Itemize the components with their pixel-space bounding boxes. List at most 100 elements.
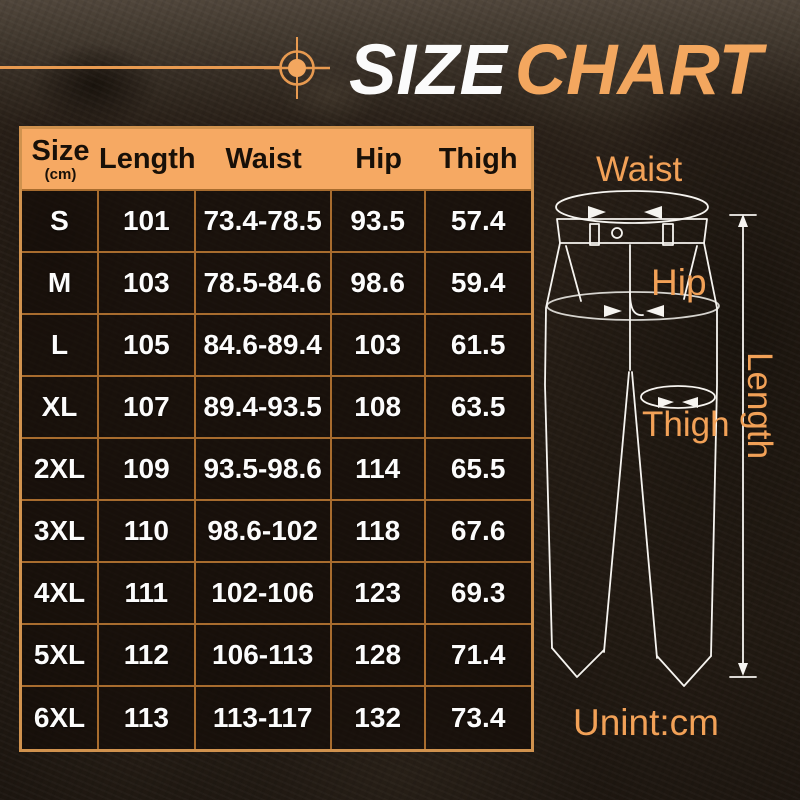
- waist-label: Waist: [596, 150, 683, 189]
- hip-arrow-left: [646, 305, 664, 317]
- measure-cell: 89.4-93.5: [195, 377, 332, 439]
- table-row: 6XL 113 113-117 132 73.4: [22, 687, 531, 749]
- measure-cell: 109: [99, 439, 196, 501]
- column-header-label: Length: [99, 142, 196, 175]
- measure-cell: 114: [331, 439, 426, 501]
- pocket-left: [565, 245, 582, 302]
- measure-cell: 101: [99, 191, 196, 253]
- table-row: L 105 84.6-89.4 103 61.5: [22, 315, 531, 377]
- size-cell: 3XL: [22, 501, 99, 563]
- measure-cell: 132: [331, 687, 426, 749]
- thigh-label: Thigh: [642, 405, 730, 444]
- size-unit-note: (cm): [44, 165, 77, 183]
- measure-cell: 112: [99, 625, 196, 687]
- crosshair-icon: [264, 37, 330, 99]
- table-row: 3XL 110 98.6-102 118 67.6: [22, 501, 531, 563]
- measure-cell: 93.5: [331, 191, 426, 253]
- size-cell: L: [22, 315, 99, 377]
- column-header-label: Thigh: [438, 142, 518, 175]
- hem-right: [656, 655, 712, 687]
- accent-line: [0, 66, 282, 69]
- size-cell: 2XL: [22, 439, 99, 501]
- unit-note: Unint:cm: [573, 702, 719, 743]
- fly-stitch: [629, 291, 644, 316]
- belt-loop-left: [589, 223, 600, 246]
- measure-cell: 128: [331, 625, 426, 687]
- measure-cell: 107: [99, 377, 196, 439]
- page-title: SIZE CHART: [349, 35, 762, 106]
- table-header-row: Size (cm) Length Waist Hip Thigh: [22, 129, 531, 191]
- inseam-right: [631, 371, 658, 659]
- table-row: 5XL 112 106-113 128 71.4: [22, 625, 531, 687]
- measure-cell: 69.3: [425, 563, 531, 625]
- length-arrow-up: [738, 214, 748, 227]
- table-row: XL 107 89.4-93.5 108 63.5: [22, 377, 531, 439]
- thigh-arrow-right: [658, 397, 674, 408]
- size-cell: M: [22, 253, 99, 315]
- measure-cell: 98.6-102: [195, 501, 332, 563]
- size-cell: XL: [22, 377, 99, 439]
- waist-ellipse: [555, 190, 709, 224]
- measure-cell: 110: [99, 501, 196, 563]
- measure-cell: 113-117: [195, 687, 332, 749]
- measure-cell: 98.6: [331, 253, 426, 315]
- length-label: Length: [740, 352, 779, 460]
- table-row: 2XL 109 93.5-98.6 114 65.5: [22, 439, 531, 501]
- column-header-label: Waist: [225, 142, 302, 175]
- measure-cell: 71.4: [425, 625, 531, 687]
- thigh-arrow-left: [682, 397, 698, 408]
- pocket-right: [683, 245, 698, 300]
- hem-left: [551, 647, 605, 678]
- thigh-ellipse: [640, 385, 716, 409]
- measure-cell: 78.5-84.6: [195, 253, 332, 315]
- page-title-chart: CHART: [514, 31, 762, 110]
- measure-cell: 63.5: [425, 377, 531, 439]
- waist-arrow-left: [644, 206, 662, 219]
- measure-cell: 105: [99, 315, 196, 377]
- measure-cell: 59.4: [425, 253, 531, 315]
- measure-cell: 73.4: [425, 687, 531, 749]
- measure-cell: 111: [99, 563, 196, 625]
- hip-label: Hip: [651, 262, 707, 303]
- waist-arrow-right: [588, 206, 606, 219]
- measure-cell: 65.5: [425, 439, 531, 501]
- outseam-left: [544, 242, 561, 649]
- inseam-left: [603, 371, 630, 653]
- button: [611, 227, 623, 239]
- measure-cell: 113: [99, 687, 196, 749]
- measure-cell: 118: [331, 501, 426, 563]
- column-header-thigh: Thigh: [425, 129, 531, 191]
- size-cell: 5XL: [22, 625, 99, 687]
- column-header-hip: Hip: [331, 129, 426, 191]
- pants-diagram: [544, 190, 757, 687]
- measure-cell: 108: [331, 377, 426, 439]
- table-row: 4XL 111 102-106 123 69.3: [22, 563, 531, 625]
- size-table: Size (cm) Length Waist Hip Thigh S 101 73.4-78.…: [19, 126, 534, 752]
- table-row: M 103 78.5-84.6 98.6 59.4: [22, 253, 531, 315]
- size-cell: 4XL: [22, 563, 99, 625]
- hip-ellipse: [546, 291, 720, 321]
- measure-cell: 103: [331, 315, 426, 377]
- column-header-size: Size (cm): [22, 129, 99, 191]
- page-title-size: SIZE: [349, 31, 507, 110]
- measure-cell: 57.4: [425, 191, 531, 253]
- length-arrow-down: [738, 663, 748, 676]
- measure-cell: 103: [99, 253, 196, 315]
- measure-cell: 61.5: [425, 315, 531, 377]
- measure-cell: 93.5-98.6: [195, 439, 332, 501]
- column-header-label: Hip: [355, 142, 403, 175]
- table-row: S 101 73.4-78.5 93.5 57.4: [22, 191, 531, 253]
- size-cell: S: [22, 191, 99, 253]
- column-header-label: Size: [31, 134, 90, 167]
- measure-cell: 73.4-78.5: [195, 191, 332, 253]
- column-header-length: Length: [99, 129, 196, 191]
- measure-cell: 84.6-89.4: [195, 315, 332, 377]
- size-cell: 6XL: [22, 687, 99, 749]
- outseam-right: [703, 242, 718, 657]
- column-header-waist: Waist: [195, 129, 332, 191]
- measure-cell: 67.6: [425, 501, 531, 563]
- measure-cell: 106-113: [195, 625, 332, 687]
- belt-loop-right: [662, 223, 674, 246]
- hip-arrow-right: [604, 305, 622, 317]
